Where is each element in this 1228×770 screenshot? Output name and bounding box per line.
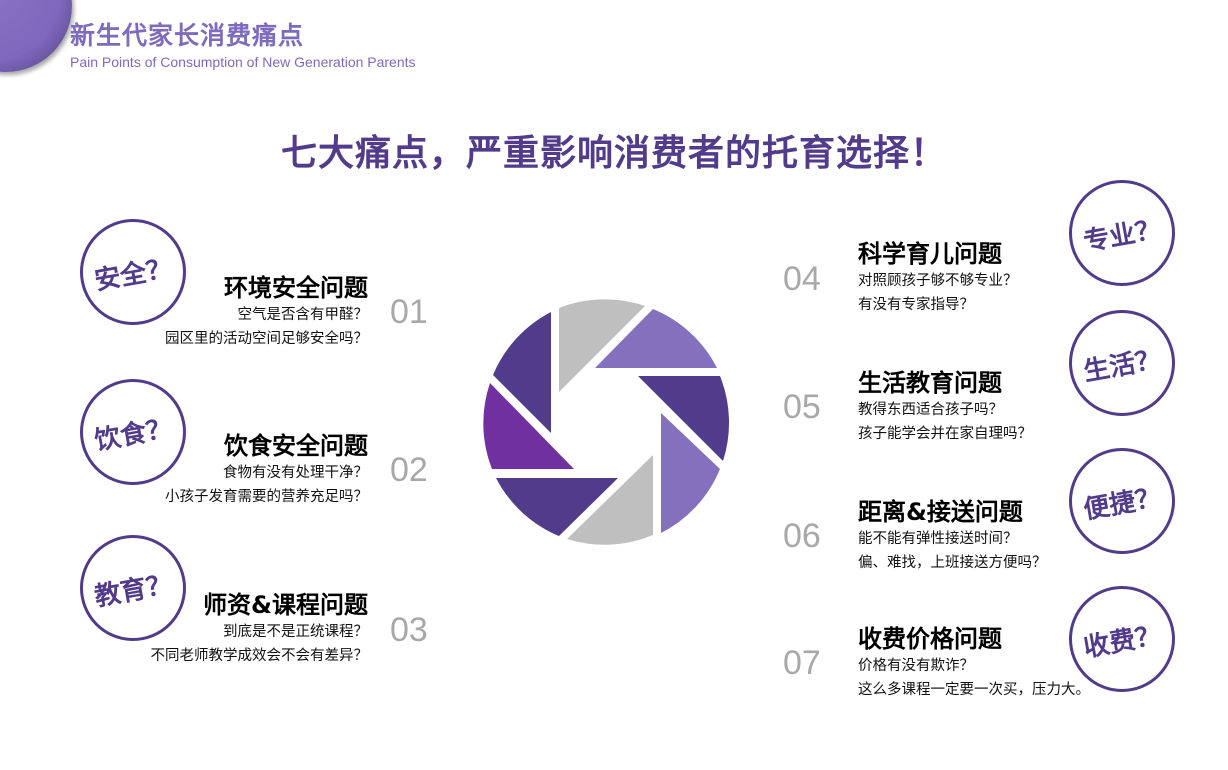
main-title: 七大痛点，严重影响消费者的托育选择！ bbox=[280, 133, 947, 174]
aperture-blade bbox=[483, 383, 574, 469]
badge-convenience: 便捷？ bbox=[1069, 448, 1175, 554]
pain-point-07: 收费价格问题 价格有没有欺诈？ 这么多课程一定要一次买，压力大。 bbox=[858, 625, 1090, 698]
aperture-blade bbox=[638, 376, 730, 461]
aperture-blade bbox=[493, 312, 551, 433]
badge-life: 生活？ bbox=[1069, 310, 1175, 416]
header-title: 新生代家长消费痛点 bbox=[70, 21, 305, 50]
item-number: 07 bbox=[783, 644, 821, 682]
corner-circle-decoration bbox=[0, 0, 72, 72]
badge-diet: 饮食？ bbox=[80, 379, 186, 485]
aperture-blade bbox=[567, 455, 653, 545]
pain-point-05: 生活教育问题 教得东西适合孩子吗？ 孩子能学会并在家自理吗？ bbox=[858, 369, 1032, 442]
pain-point-06: 距离&接送问题 能不能有弹性接送时间？ 偏、难找，上班接送方便吗？ bbox=[858, 498, 1047, 571]
item-number: 03 bbox=[390, 611, 428, 649]
pain-point-04: 科学育儿问题 对照顾孩子够不够专业？ 有没有专家指导？ bbox=[858, 240, 1018, 313]
aperture-blade bbox=[496, 478, 618, 536]
badge-safety: 安全？ bbox=[80, 219, 186, 325]
item-number: 02 bbox=[390, 451, 428, 489]
aperture-diagram bbox=[483, 299, 730, 545]
pain-point-01: 环境安全问题 空气是否含有甲醛？ 园区里的活动空间足够安全吗？ bbox=[165, 274, 368, 347]
pain-point-02: 饮食安全问题 食物有没有处理干净？ 小孩子发育需要的营养充足吗？ bbox=[165, 432, 368, 505]
badge-education: 教育？ bbox=[80, 535, 186, 641]
aperture-blade bbox=[595, 309, 717, 368]
aperture-blade bbox=[661, 413, 720, 533]
badge-fees: 收费？ bbox=[1069, 586, 1175, 692]
item-number: 06 bbox=[783, 517, 821, 555]
pain-point-03: 师资&课程问题 到底是不是正统课程？ 不同老师教学成效会不会有差异？ bbox=[150, 591, 369, 664]
item-number: 01 bbox=[390, 293, 428, 331]
item-number: 04 bbox=[783, 260, 821, 298]
aperture-blade bbox=[559, 299, 645, 392]
item-number: 05 bbox=[783, 388, 821, 426]
badge-professional: 专业？ bbox=[1069, 180, 1175, 286]
header-subtitle: Pain Points of Consumption of New Genera… bbox=[70, 54, 416, 70]
